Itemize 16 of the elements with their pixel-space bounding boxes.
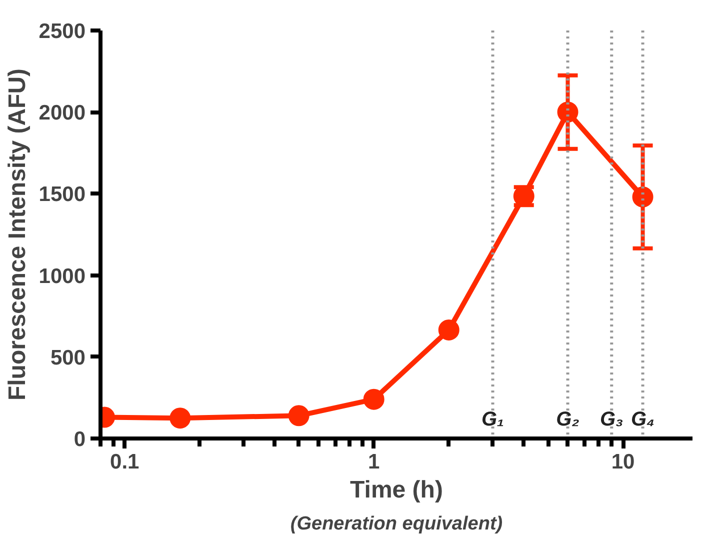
y-tick-label: 2500 [38,20,86,43]
x-tick-label: 10 [611,450,635,474]
x-axis-title: Time (h) [350,476,443,504]
ref-line-label: G₄ [630,408,655,430]
x-tick-label: 1 [368,450,380,474]
text: (Generation equivalent) [290,514,503,534]
ref-line-label: G₂ [556,408,580,430]
ref-line-label: G₃ [600,408,624,430]
y-axis-title: Fluorescence Intensity (AFU) [4,68,31,401]
y-tick-label: 1000 [38,264,86,288]
y-tick-label: 0 [74,428,86,451]
y-tick-label: 2000 [38,102,86,125]
y-tick-label: 500 [50,346,86,370]
x-tick-label: 0.1 [110,450,140,474]
y-tick-label: 1500 [38,183,86,206]
ref-line-label: G₁ [481,408,504,430]
